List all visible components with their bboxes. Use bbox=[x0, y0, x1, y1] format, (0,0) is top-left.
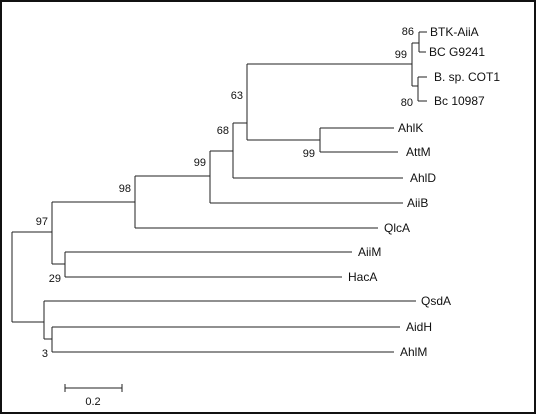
leaf-label-aiim: AiiM bbox=[358, 245, 381, 259]
scale-bar-label: 0.2 bbox=[85, 396, 100, 408]
bootstrap-values: 86 99 80 63 99 68 99 98 97 29 3 bbox=[36, 26, 414, 360]
leaf-label-qsda: QsdA bbox=[421, 294, 451, 308]
leaf-label-ahld: AhlD bbox=[410, 171, 436, 185]
bootstrap-label: 29 bbox=[49, 273, 61, 285]
leaf-label-bc-10987: Bc 10987 bbox=[434, 94, 485, 108]
bootstrap-label: 98 bbox=[119, 183, 131, 195]
scale-bar: 0.2 bbox=[64, 384, 123, 408]
leaf-label-haca: HacA bbox=[348, 270, 377, 284]
leaf-label-b-sp-cot1: B. sp. COT1 bbox=[434, 70, 500, 84]
bootstrap-label: 99 bbox=[395, 49, 407, 61]
bootstrap-label: 68 bbox=[217, 125, 229, 137]
leaf-label-btk-aiia: BTK-AiiA bbox=[430, 25, 479, 39]
leaf-label-qlca: QlcA bbox=[384, 221, 410, 235]
bootstrap-label: 63 bbox=[231, 90, 243, 102]
leaf-label-attm: AttM bbox=[406, 145, 431, 159]
leaf-label-ahlk: AhlK bbox=[398, 121, 423, 135]
bootstrap-label: 99 bbox=[303, 148, 315, 160]
tree-branches bbox=[11, 31, 427, 353]
leaf-label-aidh: AidH bbox=[406, 320, 432, 334]
bootstrap-label: 86 bbox=[402, 26, 414, 38]
leaf-label-bc-g9241: BC G9241 bbox=[429, 45, 485, 59]
bootstrap-label: 99 bbox=[194, 157, 206, 169]
leaf-label-aiib: AiiB bbox=[407, 196, 428, 210]
bootstrap-label: 97 bbox=[36, 216, 48, 228]
bootstrap-label: 3 bbox=[42, 348, 48, 360]
leaf-labels: BTK-AiiA BC G9241 B. sp. COT1 Bc 10987 A… bbox=[348, 25, 500, 359]
bootstrap-label: 80 bbox=[401, 97, 413, 109]
leaf-label-ahlm: AhlM bbox=[400, 345, 427, 359]
